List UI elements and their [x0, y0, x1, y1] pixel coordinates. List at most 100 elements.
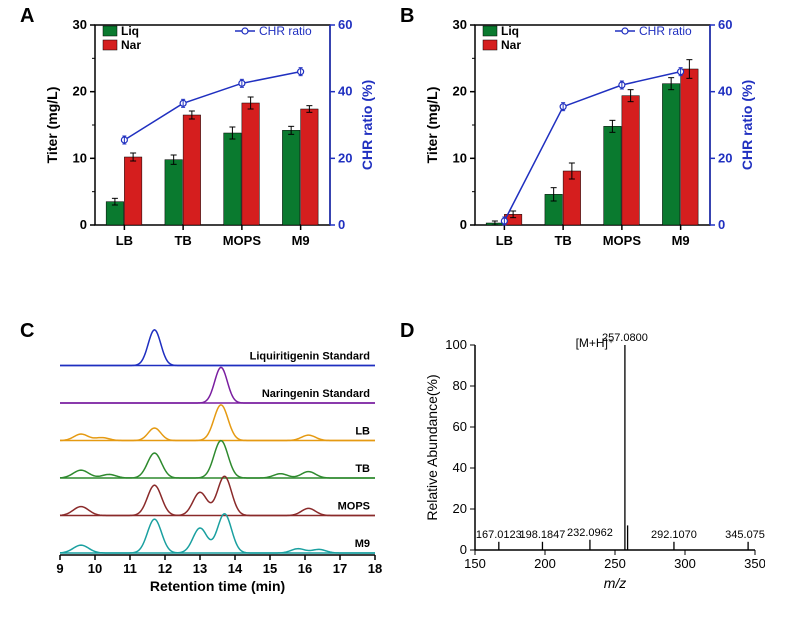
svg-text:[M+H]⁺: [M+H]⁺ — [576, 336, 615, 350]
svg-text:CHR ratio (%): CHR ratio (%) — [739, 80, 755, 170]
trace — [60, 405, 375, 441]
svg-text:CHR ratio: CHR ratio — [639, 24, 692, 38]
trace — [60, 441, 375, 478]
trace — [60, 514, 375, 553]
svg-text:M9: M9 — [355, 538, 370, 550]
svg-text:TB: TB — [355, 463, 370, 475]
svg-text:20: 20 — [73, 84, 87, 99]
svg-text:14: 14 — [228, 561, 243, 576]
chromatogram: 9 10 11 12 13 14 15 16 17 18 Retention time (min) L… — [40, 325, 385, 595]
svg-text:10: 10 — [88, 561, 102, 576]
svg-text:Retention time (min): Retention time (min) — [150, 578, 285, 594]
panel-label: B — [400, 5, 414, 28]
panel-c: C9101112131415161718Retention time (min)… — [40, 325, 385, 595]
bar — [282, 130, 299, 225]
svg-text:0: 0 — [460, 542, 467, 557]
panel-d: D020406080100150200250300350m/zRelative … — [420, 325, 765, 595]
svg-text:198.1847: 198.1847 — [520, 529, 566, 541]
mass-spectrum: 0 20 40 60 80 100 150 200 250 300 350 m/z Relative A… — [420, 325, 765, 595]
svg-text:9: 9 — [56, 561, 63, 576]
svg-text:18: 18 — [368, 561, 382, 576]
svg-text:MOPS: MOPS — [223, 233, 262, 248]
chr-line — [504, 72, 680, 221]
svg-text:Nar: Nar — [121, 38, 141, 52]
svg-text:CHR ratio (%): CHR ratio (%) — [359, 80, 375, 170]
trace — [60, 476, 375, 515]
svg-text:Naringenin Standard: Naringenin Standard — [262, 388, 370, 400]
svg-text:250: 250 — [604, 556, 626, 571]
bar — [681, 69, 698, 225]
svg-text:15: 15 — [263, 561, 277, 576]
svg-text:20: 20 — [338, 150, 352, 165]
svg-text:40: 40 — [718, 84, 732, 99]
svg-text:CHR ratio: CHR ratio — [259, 24, 312, 38]
svg-text:LB: LB — [355, 426, 370, 438]
svg-text:292.1070: 292.1070 — [651, 529, 697, 541]
svg-text:232.0962: 232.0962 — [567, 527, 613, 539]
bar — [301, 109, 318, 225]
svg-text:345.0757: 345.0757 — [725, 529, 765, 541]
svg-text:Liquiritigenin Standard: Liquiritigenin Standard — [250, 351, 370, 363]
svg-text:0: 0 — [80, 217, 87, 232]
svg-text:60: 60 — [338, 17, 352, 32]
svg-text:167.0123: 167.0123 — [476, 529, 522, 541]
svg-text:60: 60 — [718, 17, 732, 32]
panel-label: A — [20, 5, 34, 28]
svg-text:20: 20 — [718, 150, 732, 165]
svg-text:80: 80 — [453, 378, 467, 393]
svg-text:11: 11 — [123, 561, 137, 576]
svg-text:100: 100 — [445, 337, 467, 352]
svg-text:0: 0 — [338, 217, 345, 232]
svg-text:150: 150 — [464, 556, 486, 571]
bar — [224, 133, 241, 225]
svg-text:m/z: m/z — [604, 575, 627, 591]
svg-text:13: 13 — [193, 561, 207, 576]
svg-text:LB: LB — [116, 233, 133, 248]
bar — [662, 84, 679, 225]
svg-text:Titer (mg/L): Titer (mg/L) — [44, 87, 60, 164]
panel-a: A01020300204060LBTBMOPSM9Titer (mg/L)CHR… — [40, 10, 385, 265]
svg-text:17: 17 — [333, 561, 347, 576]
svg-text:MOPS: MOPS — [603, 233, 642, 248]
panel-label: D — [400, 320, 414, 343]
svg-text:Liq: Liq — [121, 24, 139, 38]
figure-root: A01020300204060LBTBMOPSM9Titer (mg/L)CHR… — [0, 0, 789, 621]
panel-label: C — [20, 320, 34, 343]
svg-text:M9: M9 — [292, 233, 310, 248]
svg-text:MOPS: MOPS — [338, 501, 370, 513]
svg-text:Liq: Liq — [501, 24, 519, 38]
svg-text:0: 0 — [718, 217, 725, 232]
svg-text:40: 40 — [338, 84, 352, 99]
svg-text:40: 40 — [453, 460, 467, 475]
bar — [604, 126, 621, 225]
svg-text:16: 16 — [298, 561, 312, 576]
svg-text:30: 30 — [73, 17, 87, 32]
svg-text:350: 350 — [744, 556, 765, 571]
chart: 0 10 20 30 0 20 40 60 LB TB MOPS M9 Titer (mg/L) CHR … — [420, 10, 765, 265]
chr-line — [124, 72, 300, 140]
svg-text:10: 10 — [73, 150, 87, 165]
bar — [165, 160, 182, 225]
svg-text:30: 30 — [453, 17, 467, 32]
svg-text:10: 10 — [453, 150, 467, 165]
bar — [183, 115, 200, 225]
bar — [622, 96, 639, 225]
panel-b: B01020300204060LBTBMOPSM9Titer (mg/L)CHR… — [420, 10, 765, 265]
bar — [124, 157, 141, 225]
svg-text:Relative Abundance(%): Relative Abundance(%) — [424, 374, 440, 520]
svg-text:Nar: Nar — [501, 38, 521, 52]
svg-text:20: 20 — [453, 84, 467, 99]
svg-text:TB: TB — [554, 233, 571, 248]
svg-text:20: 20 — [453, 501, 467, 516]
svg-text:200: 200 — [534, 556, 556, 571]
chart: 0 10 20 30 0 20 40 60 LB TB MOPS M9 Titer (mg/L) CHR … — [40, 10, 385, 265]
svg-text:12: 12 — [158, 561, 172, 576]
svg-text:M9: M9 — [672, 233, 690, 248]
svg-text:LB: LB — [496, 233, 513, 248]
svg-text:Titer (mg/L): Titer (mg/L) — [424, 87, 440, 164]
bar — [242, 103, 259, 225]
svg-text:60: 60 — [453, 419, 467, 434]
svg-text:300: 300 — [674, 556, 696, 571]
svg-text:TB: TB — [174, 233, 191, 248]
svg-text:0: 0 — [460, 217, 467, 232]
